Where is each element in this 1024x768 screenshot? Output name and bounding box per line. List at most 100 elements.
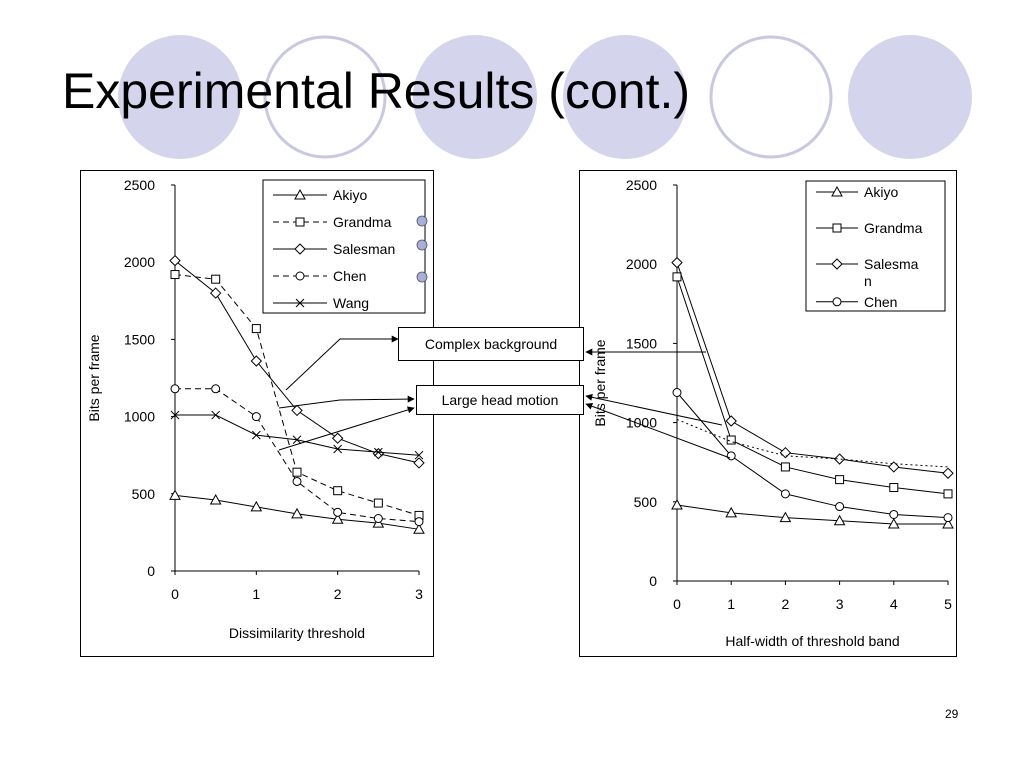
legend-label: Grandma	[864, 220, 923, 236]
y-tick-label: 500	[132, 486, 156, 502]
series-line-unlabeled	[676, 418, 949, 468]
x-tick-label: 3	[415, 586, 423, 602]
data-point-chen	[211, 384, 221, 394]
data-point-grandma	[251, 324, 261, 334]
legend-label: n	[864, 273, 872, 289]
x-tick-label: 3	[836, 596, 844, 612]
data-point-akiyo	[291, 507, 303, 519]
data-point-akiyo	[779, 511, 792, 523]
page-number: 29	[945, 707, 959, 721]
legend-label: Grandma	[333, 214, 392, 230]
chart-dissimilarity-threshold: 0 500 1000 1500 2000 2500 0 1 2 3 Dissimilarity th…	[80, 170, 434, 657]
series-chen	[170, 384, 424, 527]
slide-title: Experimental Results (cont.)	[62, 63, 691, 119]
y-tick-label: 1000	[124, 409, 155, 425]
y-tick-label: 500	[634, 494, 658, 510]
data-point-chen	[333, 507, 343, 517]
callout-complex-background: Complex background	[398, 327, 584, 361]
y-tick-label: 1500	[124, 331, 155, 347]
data-point-grandma	[672, 272, 682, 282]
series-line-akiyo	[676, 504, 948, 525]
data-point-salesman	[331, 432, 344, 444]
series-unlabeled	[676, 418, 949, 468]
data-point-salesman	[888, 461, 900, 473]
legend-label: Wang	[333, 295, 369, 311]
legend-label: Chen	[864, 294, 897, 310]
x-tick-label: 2	[334, 586, 342, 602]
x-tick-label: 1	[727, 596, 735, 612]
data-point-grandma	[943, 489, 953, 499]
data-point-salesman	[372, 447, 385, 460]
chart-threshold-band: 0 500 1000 1500 2000 2500 0 1 2 3 4 5 Half-width of …	[579, 170, 957, 657]
data-point-chen	[414, 517, 424, 527]
data-point-chen	[726, 451, 736, 461]
data-point-akiyo	[671, 498, 683, 510]
legend-label: Akiyo	[333, 187, 367, 203]
series-line-wang	[175, 414, 420, 456]
x-tick-label: 4	[890, 596, 898, 612]
legend-box	[262, 179, 426, 314]
y-tick-label: 2500	[124, 177, 155, 193]
data-point-akiyo	[250, 500, 263, 512]
data-point-chen	[780, 489, 790, 499]
x-tick-label: 1	[252, 586, 260, 602]
y-tick-label: 0	[147, 563, 155, 579]
legend-item-grandma: Grandma	[273, 214, 392, 230]
x-tick-label: 5	[944, 596, 952, 612]
data-point-salesman	[250, 355, 263, 367]
legend-label: Chen	[333, 268, 366, 284]
data-point-chen	[292, 476, 302, 486]
data-point-akiyo	[209, 493, 222, 505]
callout-large-head-motion: Large head motion	[416, 385, 584, 415]
legend-label: Salesman	[333, 241, 395, 257]
data-point-chen	[170, 384, 180, 394]
y-tick-label: 2000	[626, 256, 657, 272]
data-point-chen	[373, 514, 383, 524]
data-point-akiyo	[331, 513, 344, 524]
data-point-grandma	[292, 467, 302, 477]
data-point-wang	[170, 410, 180, 420]
data-point-chen	[672, 388, 682, 398]
legend-marker	[832, 297, 842, 307]
y-axis-label: Bits per frame	[86, 334, 102, 421]
legend-label: Akiyo	[864, 184, 898, 200]
deco-circle-filled	[563, 35, 687, 159]
legend-marker	[831, 185, 843, 197]
y-tick-label: 2000	[124, 254, 155, 270]
data-point-grandma	[373, 498, 383, 508]
series-wang	[170, 410, 424, 460]
data-point-akiyo	[942, 517, 954, 529]
y-tick-label: 1500	[626, 335, 657, 351]
series-akiyo	[169, 489, 425, 534]
legend-marker	[294, 188, 306, 200]
legend-marker	[295, 271, 305, 281]
legend-item-wang: Wang	[273, 295, 369, 311]
x-axis-label: Dissimilarity threshold	[229, 625, 365, 641]
deco-circle-outline	[263, 35, 387, 159]
data-point-wang	[251, 430, 261, 440]
legend-item-akiyo: Akiyo	[273, 187, 367, 203]
data-point-grandma	[211, 274, 221, 284]
legend-box	[805, 180, 946, 312]
data-point-salesman	[725, 415, 737, 427]
chart-left-svg: 0 500 1000 1500 2000 2500 0 1 2 3 Dissimilarity th…	[86, 177, 426, 641]
data-point-salesman	[833, 453, 846, 465]
legend-item-salesman: Salesman	[816, 256, 919, 289]
data-point-chen	[943, 513, 953, 523]
data-point-wang	[414, 450, 424, 460]
data-point-grandma	[780, 462, 790, 472]
data-point-akiyo	[725, 506, 738, 518]
series-line-chen	[676, 392, 949, 519]
data-point-salesman	[169, 254, 181, 267]
deco-circle-filled	[118, 35, 242, 159]
data-point-akiyo	[413, 523, 425, 534]
deco-circle-outline	[709, 35, 833, 159]
y-tick-label: 1000	[626, 415, 657, 431]
y-tick-label: 2500	[626, 177, 657, 193]
legend-marker	[832, 223, 842, 233]
legend-marker	[831, 258, 843, 270]
legend-marker	[294, 243, 306, 255]
data-point-salesman	[209, 287, 222, 299]
data-point-akiyo	[169, 489, 181, 500]
